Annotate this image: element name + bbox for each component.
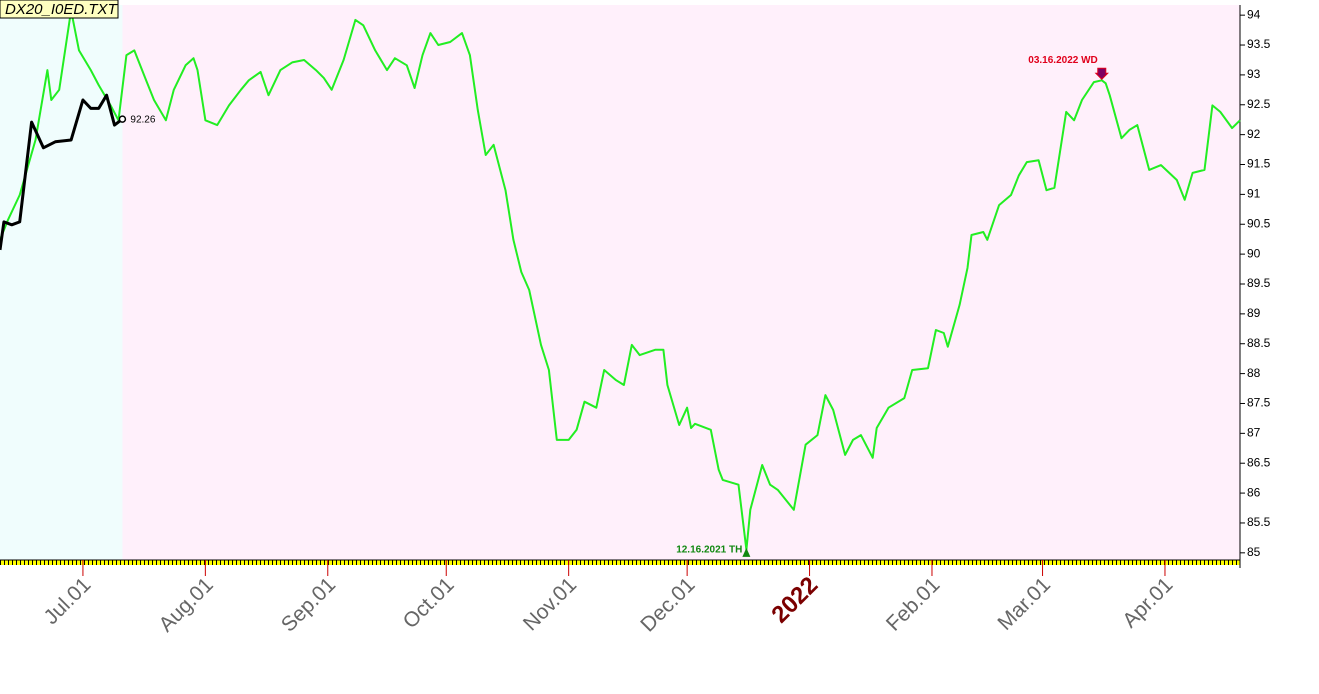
minor-ticks <box>0 560 1240 565</box>
annotation-marker <box>742 547 751 557</box>
y-tick-label: 87.5 <box>1247 396 1271 410</box>
y-tick-label: 92 <box>1247 127 1261 141</box>
x-tick-label: Aug.01 <box>154 573 217 636</box>
end-point <box>118 115 127 123</box>
x-tick-label: Nov.01 <box>519 573 581 635</box>
y-tick-label: 91 <box>1247 187 1261 201</box>
x-tick-label: Feb.01 <box>882 573 945 636</box>
y-tick-label: 89 <box>1247 306 1261 320</box>
y-tick-label: 93.5 <box>1247 37 1271 51</box>
overlay-background <box>0 5 123 560</box>
y-tick-label: 88 <box>1247 366 1261 380</box>
x-tick-label: Sep.01 <box>277 573 340 636</box>
source-label: DX20_I0ED.TXT <box>5 1 119 18</box>
annotation-label: 12.16.2021 TH <box>676 544 742 555</box>
y-tick-label: 94 <box>1247 7 1261 21</box>
y-tick-label: 85 <box>1247 545 1261 559</box>
y-tick-label: 92.5 <box>1247 97 1271 111</box>
x-tick-label: Jul.01 <box>39 573 95 629</box>
y-tick-label: 90.5 <box>1247 216 1271 230</box>
x-tick-label: Dec.01 <box>636 573 699 636</box>
x-tick-label: Oct.01 <box>399 573 459 633</box>
end-value-label: 92.26 <box>130 115 155 126</box>
y-tick-label: 90 <box>1247 246 1261 260</box>
x-tick-label: 2022 <box>766 572 823 629</box>
y-tick-label: 86.5 <box>1247 455 1271 469</box>
y-tick-label: 88.5 <box>1247 336 1271 350</box>
source-box-frame <box>0 0 119 19</box>
series-line <box>0 9 1241 551</box>
series-line <box>0 93 124 251</box>
y-tick-label: 87 <box>1247 426 1261 440</box>
x-tick-label: Apr.01 <box>1118 573 1177 632</box>
y-tick-label: 93 <box>1247 67 1261 81</box>
annotation-marker <box>1094 67 1109 80</box>
y-tick-label: 91.5 <box>1247 157 1271 171</box>
y-tick-label: 85.5 <box>1247 515 1271 529</box>
y-tick-label: 86 <box>1247 485 1261 499</box>
annotation-label: 03.16.2022 WD <box>1028 55 1098 66</box>
y-tick-label: 89.5 <box>1247 276 1271 290</box>
source-box: DX20_I0ED.TXT <box>0 0 119 19</box>
plot-background <box>0 5 1240 560</box>
x-tick-label: Mar.01 <box>993 573 1055 635</box>
